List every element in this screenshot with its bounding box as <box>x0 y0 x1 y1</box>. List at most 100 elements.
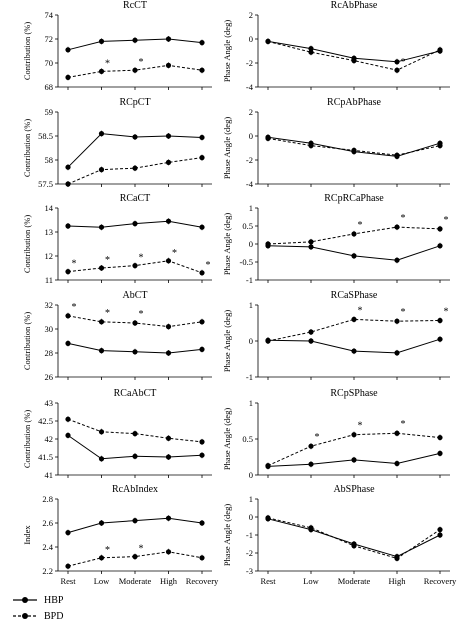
data-point-bpd <box>351 316 357 322</box>
subplot-rcaabct <box>55 402 212 478</box>
data-point-bpd <box>437 434 443 441</box>
y-tick-label: 2.4 <box>42 542 53 552</box>
significance-marker: * <box>401 419 406 430</box>
significance-marker: * <box>72 259 77 270</box>
data-point-hbp <box>351 253 357 259</box>
data-point-hbp <box>199 134 205 141</box>
y-tick-label: -2 <box>246 58 253 68</box>
data-point-hbp <box>165 350 172 356</box>
legend-solid-line-icon <box>13 597 37 603</box>
y-tick-label: 59 <box>45 107 54 117</box>
significance-marker: * <box>206 260 211 271</box>
data-point-hbp <box>394 460 400 467</box>
y-tick-label: 11 <box>45 275 53 285</box>
y-tick-label: 2 <box>249 10 253 20</box>
subplot-title: AbCT <box>123 290 148 301</box>
data-point-hbp <box>98 131 105 137</box>
data-point-bpd <box>437 317 443 324</box>
data-point-bpd <box>199 270 205 276</box>
y-axis-label: Contribution (%) <box>22 22 32 80</box>
y-tick-label: 68 <box>45 82 54 92</box>
legend-item-hbp: HBP <box>12 592 63 608</box>
data-point-bpd <box>165 435 172 441</box>
data-point-hbp <box>308 244 314 250</box>
data-point-bpd <box>165 549 172 555</box>
data-point-bpd <box>265 338 271 344</box>
significance-marker: * <box>444 215 449 226</box>
data-point-hbp <box>351 457 357 463</box>
data-point-hbp <box>437 450 443 456</box>
y-tick-label: 0 <box>249 336 253 346</box>
y-tick-label: 28 <box>45 348 54 358</box>
data-point-bpd <box>65 269 71 275</box>
y-tick-label: 26 <box>45 372 54 382</box>
y-tick-label: 57.5 <box>38 179 53 189</box>
x-tick-label: Recovery <box>424 576 457 586</box>
data-point-hbp <box>308 46 314 52</box>
data-point-hbp <box>308 338 314 344</box>
y-axis-label: Contribution (%) <box>22 410 32 468</box>
data-point-hbp <box>65 47 71 53</box>
y-tick-label: -2 <box>246 155 253 165</box>
y-tick-label: 2.8 <box>42 494 53 504</box>
series-line-bpd <box>267 517 441 559</box>
y-tick-label: 2.2 <box>42 566 53 576</box>
subplot-title: RCpAbPhase <box>327 97 381 108</box>
y-axis-label: Phase Angle (deg) <box>222 408 232 470</box>
subplot-absphase <box>255 498 450 574</box>
y-axis-label: Phase Angle (deg) <box>222 504 232 566</box>
data-point-hbp <box>132 134 138 140</box>
y-tick-label: 0.5 <box>242 434 253 444</box>
legend-dashed-line-icon <box>13 613 37 619</box>
data-point-hbp <box>132 221 138 227</box>
subplot-title: RCpRCaPhase <box>324 193 384 204</box>
y-tick-label: 70 <box>45 58 54 68</box>
subplot-rcct <box>55 14 212 90</box>
significance-marker: * <box>105 255 110 266</box>
y-tick-label: 1 <box>249 300 253 310</box>
y-tick-label: 2.6 <box>42 518 53 528</box>
data-point-bpd <box>265 241 271 247</box>
y-tick-label: 42.5 <box>38 416 53 426</box>
series-line-bpd <box>67 418 203 443</box>
y-tick-label: 0 <box>249 131 253 141</box>
y-tick-label: 0 <box>249 34 253 44</box>
x-tick-label: High <box>160 576 178 586</box>
data-point-hbp <box>165 36 172 42</box>
legend: HBP BPD <box>12 592 63 624</box>
data-point-bpd <box>165 159 172 165</box>
series-line-hbp <box>267 518 441 558</box>
y-tick-label: 58.5 <box>38 131 53 141</box>
subplot-rcact <box>55 207 212 283</box>
data-point-bpd <box>199 319 205 325</box>
data-point-hbp <box>308 461 314 467</box>
data-point-bpd <box>308 49 314 55</box>
data-point-bpd <box>351 432 357 438</box>
data-point-hbp <box>65 164 71 170</box>
data-point-hbp <box>199 346 205 352</box>
x-tick-label: Recovery <box>186 576 219 586</box>
significance-marker: * <box>315 432 320 443</box>
data-point-bpd <box>308 329 314 335</box>
x-tick-label: Rest <box>60 576 76 586</box>
significance-marker: * <box>105 58 110 69</box>
y-tick-label: -4 <box>246 82 254 92</box>
data-point-bpd <box>437 47 443 53</box>
subplot-title: RcAbIndex <box>112 484 158 495</box>
significance-marker: * <box>105 545 110 556</box>
y-tick-label: -2 <box>246 548 253 558</box>
y-tick-label: 1 <box>249 398 253 408</box>
data-point-hbp <box>199 224 205 230</box>
y-axis-label: Phase Angle (deg) <box>222 117 232 179</box>
data-point-bpd <box>437 527 443 533</box>
data-point-hbp <box>437 532 443 538</box>
data-point-hbp <box>394 257 400 263</box>
legend-item-bpd: BPD <box>12 608 63 624</box>
data-point-bpd <box>199 67 205 73</box>
significance-marker: * <box>401 213 406 224</box>
data-point-bpd <box>351 543 357 549</box>
data-point-bpd <box>265 515 271 521</box>
data-point-hbp <box>132 37 138 43</box>
data-point-hbp <box>165 218 172 224</box>
subplot-rcpct <box>55 111 212 187</box>
